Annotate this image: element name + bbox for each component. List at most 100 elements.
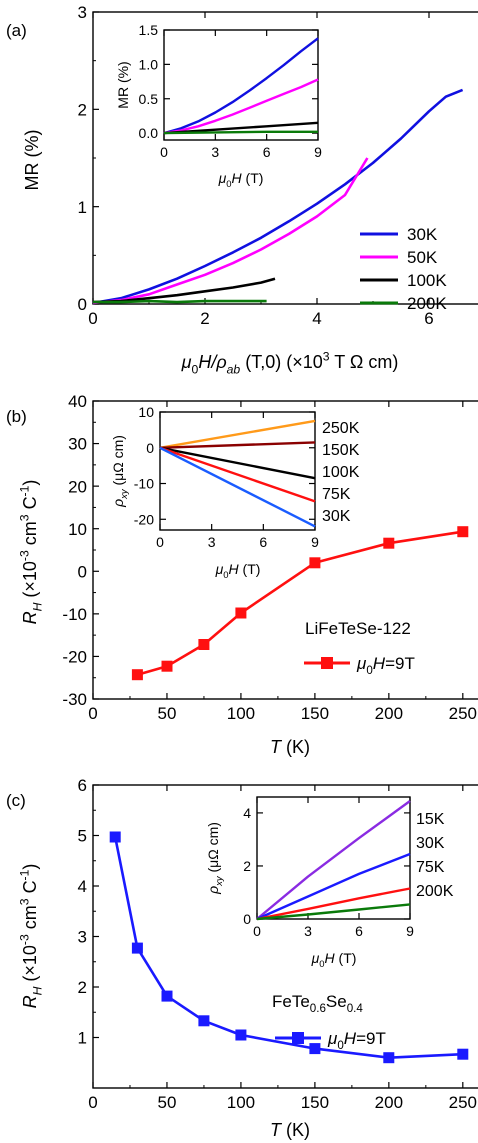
- panel-b-label: (b): [6, 407, 27, 426]
- panel-b-y-tick-label: -30: [62, 690, 87, 709]
- panel-c-y-tick-label: 5: [78, 827, 87, 846]
- panel-a-inset-bg: [164, 30, 318, 140]
- panel-b-legend-label-part: 0: [366, 664, 372, 677]
- panel-a-inset-x-tick-label: 0: [160, 144, 168, 160]
- panel-b-y-tick-label: 0: [78, 562, 87, 581]
- panel-c-x-tick-label: 0: [88, 1093, 97, 1112]
- panel-c-sample-label: FeTe0.6Se0.4: [272, 992, 363, 1015]
- panel-c-sample-label-part: FeTe: [272, 992, 310, 1011]
- panel-b-inset-x-tick-label: 9: [311, 534, 319, 550]
- panel-b-inset-y-tick-label: 0: [146, 440, 154, 456]
- panel-c-data-point: [457, 1048, 469, 1060]
- panel-b-y-tick-label: 30: [68, 435, 87, 454]
- panel-c-inset-series-15K: [256, 800, 411, 920]
- panel-a-series-200K: [93, 299, 267, 304]
- panel-c-data-point: [235, 1029, 247, 1041]
- panel-b-legend-label-part: =9T: [385, 654, 415, 673]
- panel-b-x-axis-title-part: (K): [281, 737, 310, 757]
- panel-b-inset-x-tick-label: 0: [156, 534, 164, 550]
- panel-b-y-axis-title-part: R: [20, 611, 40, 624]
- panel-a-legend-label-30K: 30K: [407, 225, 438, 244]
- panel-b-y-axis-title-part: cm: [20, 521, 40, 550]
- panel-c-x-tick-label: 250: [449, 1093, 477, 1112]
- panel-c-y-tick-label: 1: [78, 1029, 87, 1048]
- panel-c-inset-legend-label-30K: 30K: [416, 835, 445, 852]
- panel-a-inset-x-axis-title-part: (T): [242, 170, 264, 186]
- panel-b-inset-frame: [159, 411, 316, 531]
- panel-c-legend-label-part: 0: [337, 1039, 343, 1052]
- panel-c-data-point: [161, 990, 173, 1002]
- panel-c-x-axis-title: T (K): [270, 1120, 310, 1140]
- panel-a-inset-y-tick-label: 0.0: [139, 125, 159, 141]
- panel-b-inset-series-75K: [159, 446, 316, 503]
- panel-c-inset-x-axis-title: μ0H (T): [311, 950, 357, 970]
- panel-b-inset-y-axis-title-part: xy: [119, 488, 130, 500]
- panel-a-series-30K: [92, 88, 464, 305]
- panel-b-y-axis-title-part: -1: [17, 485, 31, 496]
- panel-a-legend-label-50K: 50K: [407, 248, 438, 267]
- panel-a-inset-series-50K: [163, 78, 319, 135]
- panel-c-inset-y-axis-title-part: xy: [214, 875, 225, 887]
- panel-c-y-axis-title-part: R: [20, 995, 40, 1008]
- panel-b-sample-label: LiFeTeSe-122: [305, 619, 411, 638]
- panel-a-x-axis-title-part: μ: [181, 352, 192, 372]
- panel-c-x-tick-label: 100: [227, 1093, 255, 1112]
- panel-b-data-point: [198, 639, 210, 650]
- panel-c-inset-y-axis-title: ρxy (μΩ cm): [205, 822, 225, 895]
- panel-a-inset-y-tick-label: 1.5: [139, 22, 159, 38]
- panel-c-legend-marker: [292, 1032, 304, 1044]
- panel-b-legend-label-part: μ: [356, 654, 367, 673]
- panel-a-x-tick-label: 0: [88, 309, 97, 328]
- panel-b-legend-label: μ0H=9T: [356, 654, 415, 677]
- panel-c-x-tick-label: 50: [158, 1093, 177, 1112]
- panel-a-x-axis-title-part: 0: [192, 362, 199, 376]
- panel-b-inset-legend-label-100K: 100K: [322, 464, 360, 481]
- panel-c-inset-series-75K: [256, 887, 411, 921]
- panel-c-inset-series-30K: [256, 852, 411, 921]
- panel-a-y-tick-label: 3: [78, 3, 87, 22]
- panel-c-inset-legend-label-75K: 75K: [416, 859, 445, 876]
- panel-c-inset-frame: [256, 796, 411, 920]
- panel-b-inset-legend-label-250K: 250K: [322, 420, 360, 437]
- panel-c-inset-series-200K: [256, 903, 411, 921]
- panel-c-inset-x-axis-title-part: μ: [311, 950, 320, 966]
- panel-b-y-tick-label: 20: [68, 477, 87, 496]
- panel-b-data-point: [235, 607, 247, 619]
- panel-b-inset-x-axis-title-part: H: [229, 561, 240, 577]
- panel-b-y-tick-label: -20: [62, 648, 87, 667]
- panel-b-y-axis-title-part: -3: [17, 550, 31, 561]
- panel-c-inset-y-tick-label: 4: [243, 805, 251, 821]
- panel-a-inset-series-30K: [163, 37, 319, 135]
- panel-a-legend-label-200K: 200K: [407, 294, 447, 313]
- panel-c-y-tick-label: 2: [78, 978, 87, 997]
- panel-b-data-point: [457, 526, 469, 538]
- panel-c-series-line: [113, 836, 463, 1059]
- panel-c-sample-label-part: 0.4: [347, 1002, 364, 1015]
- panel-c-legend-label-part: =9T: [356, 1029, 386, 1048]
- panel-c-y-axis-title-part: (×10: [20, 945, 40, 987]
- panel-a-inset-series-100K: [163, 121, 319, 135]
- panel-c-inset-x-tick-label: 0: [253, 923, 261, 939]
- panel-b-inset-x-axis-title: μ0H (T): [215, 561, 261, 581]
- panel-c-data-point: [383, 1052, 395, 1064]
- panel-a-x-tick-label: 2: [200, 309, 209, 328]
- panel-c-inset-x-tick-label: 3: [304, 923, 312, 939]
- panel-c-y-axis-title-part: C: [20, 880, 40, 898]
- panel-c-y-tick-label: 4: [78, 877, 87, 896]
- panel-c-x-axis-title-part: T: [270, 1120, 283, 1140]
- panel-b-x-tick-label: 150: [301, 704, 329, 723]
- panel-a-inset-x-axis-title-part: μ: [218, 170, 227, 186]
- panel-c-y-tick-label: 6: [78, 776, 87, 795]
- panel-a-x-tick-label: 4: [312, 309, 321, 328]
- panel-c-inset-y-tick-label: 2: [243, 858, 251, 874]
- panel-a-x-axis-title-part: H/: [198, 352, 218, 372]
- panel-b-y-axis-title-part: (×10: [20, 561, 40, 603]
- panel-b-inset-x-axis-title-part: μ: [215, 561, 224, 577]
- panel-c-x-axis-title-part: (K): [281, 1120, 310, 1140]
- panel-b-inset-y-tick-label: -20: [134, 511, 154, 527]
- panel-c-legend-label-part: H: [344, 1029, 357, 1048]
- panel-b-inset-y-tick-label: -10: [134, 476, 154, 492]
- panel-a-series-100K: [92, 277, 276, 304]
- panel-a-inset-y-tick-label: 1.0: [139, 56, 159, 72]
